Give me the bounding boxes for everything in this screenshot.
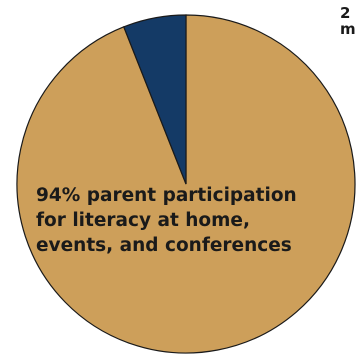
annotation-line-2: for literacy at home, (36, 210, 250, 231)
clipped-heading-line-2: m (340, 20, 356, 38)
pie-slices (16, 14, 356, 354)
pie-slice-1 (123, 14, 187, 185)
annotation-line-1: 94% parent participation (36, 185, 297, 206)
slice-annotation: 94% parent participation for literacy at… (36, 183, 336, 258)
annotation-line-3: events, and conferences (36, 235, 292, 256)
clipped-heading-line-1: 2 (340, 4, 351, 22)
